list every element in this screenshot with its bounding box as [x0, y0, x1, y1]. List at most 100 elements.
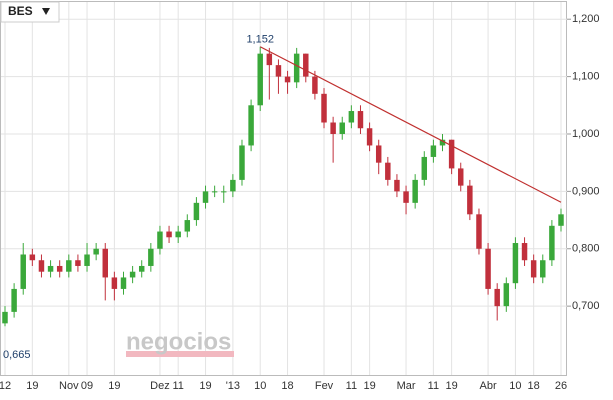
y-tick-label: 0,900 [572, 185, 600, 197]
candle-body [430, 145, 437, 157]
x-tick-label: 19 [108, 380, 120, 392]
x-tick-label: 18 [528, 380, 540, 392]
annotation: 0,665 [3, 349, 31, 361]
candle-body [148, 248, 154, 266]
candle-body [521, 243, 528, 261]
title-box [0, 1, 60, 23]
candle-body [485, 248, 491, 289]
candle-body [102, 248, 108, 278]
candle-body [348, 111, 355, 123]
chart-title: BES [8, 4, 33, 18]
x-tick-label: 11 [346, 380, 357, 392]
candle-body [494, 288, 500, 307]
candle-body [29, 254, 36, 261]
y-tick-label: 1,100 [572, 71, 600, 83]
candle-body [230, 179, 236, 192]
candle-body [503, 283, 510, 307]
candle-body [558, 214, 564, 226]
x-tick-label: 18 [281, 380, 293, 392]
candle-body [549, 225, 555, 261]
candle-body [38, 260, 45, 272]
x-tick-label: 19 [199, 380, 211, 392]
candle-body [357, 111, 364, 129]
candle-body [275, 65, 282, 77]
y-tick-label: 0,800 [572, 243, 600, 255]
candle-body [120, 277, 127, 289]
candle-body [284, 76, 291, 83]
candle-body [293, 53, 300, 83]
x-tick-label: 19 [445, 380, 457, 392]
candle-body [138, 265, 145, 272]
x-tick-label: 12 [0, 380, 11, 392]
candle-body [467, 185, 473, 215]
candle-body [11, 288, 17, 312]
candle-body [93, 248, 99, 255]
candle-body [421, 156, 428, 180]
candle-body [385, 162, 391, 180]
x-tick-label: 11 [428, 380, 439, 392]
annotation: 1,152 [246, 34, 274, 46]
candle-body [403, 191, 409, 203]
candle-body [47, 265, 54, 272]
y-tick-label: 1,000 [572, 128, 600, 140]
x-tick-label: 10 [254, 380, 266, 392]
candle-body [175, 231, 181, 238]
candle-body [366, 128, 373, 146]
x-tick-label: Fev [315, 380, 334, 392]
candle-body [303, 53, 309, 77]
y-tick-label: 0,700 [572, 300, 600, 312]
candle-body [530, 260, 537, 278]
candle-body [448, 139, 455, 169]
x-tick-label: 09 [81, 380, 93, 392]
candle-body [20, 254, 26, 289]
candle-body [339, 122, 345, 134]
candle-body [476, 214, 482, 249]
candle-body [111, 277, 118, 289]
trendline [259, 46, 562, 203]
candle-body [512, 243, 519, 284]
candle-body [211, 191, 218, 193]
candle-body [312, 76, 318, 94]
candle-body [157, 231, 163, 249]
x-tick-label: 11 [172, 380, 183, 392]
watermark-bar [126, 351, 234, 357]
candle-body [75, 260, 81, 266]
x-tick-label: '13 [226, 380, 240, 392]
x-tick-label: 19 [26, 380, 38, 392]
candle-body [166, 231, 172, 238]
plot-frame [0, 1, 567, 376]
candle-body [56, 265, 63, 272]
x-tick-label: 26 [555, 380, 567, 392]
candle-body [412, 179, 418, 203]
x-tick-label: Nov [59, 380, 79, 392]
candle-body [375, 145, 382, 163]
candle-body [129, 271, 136, 278]
marks [2, 46, 564, 327]
x-tick-label: 19 [363, 380, 375, 392]
dropdown-icon [42, 8, 50, 15]
candle-body [330, 122, 336, 134]
candle-body [184, 220, 191, 232]
y-tick-label: 1,200 [572, 13, 600, 25]
candle-body [239, 145, 245, 180]
candle-body [458, 168, 464, 186]
candle-body [439, 139, 446, 146]
candle-body [540, 260, 546, 278]
candle-body [202, 191, 209, 203]
candle-body [193, 202, 200, 221]
candle-body [66, 260, 72, 272]
candle-body [248, 105, 254, 146]
watermark: negocios [126, 328, 231, 355]
x-tick-label: 10 [509, 380, 521, 392]
candle-body [394, 179, 400, 192]
candle-body [2, 311, 8, 324]
x-tick-label: Dez [150, 380, 170, 392]
x-tick-label: Mar [397, 380, 416, 392]
candle-body [221, 191, 227, 193]
candle-body [84, 254, 90, 266]
candle-body [321, 93, 327, 123]
x-tick-label: Abr [480, 380, 497, 392]
candle-body [257, 53, 263, 106]
